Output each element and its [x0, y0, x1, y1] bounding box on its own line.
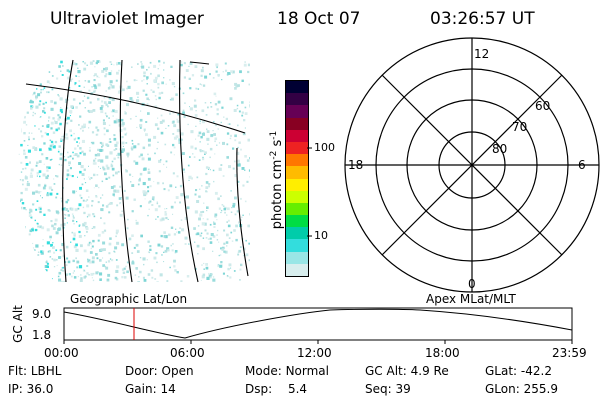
- apex-caption: Apex MLat/MLT: [426, 292, 516, 306]
- colorbar-segment: [286, 251, 308, 264]
- mlt-label-6: 6: [578, 158, 586, 172]
- time-tick-2359: 23:59: [552, 346, 587, 360]
- latitude-line: [25, 83, 246, 134]
- colorbar-segment: [286, 227, 308, 240]
- mode-info: Mode: Normal: [245, 365, 329, 377]
- mlat-label-80: 80: [492, 142, 507, 156]
- colorbar-segment: [286, 117, 308, 130]
- longitude-line: [119, 59, 133, 283]
- date-label: 18 Oct 07: [277, 9, 361, 29]
- dsp-label: Dsp:: [245, 382, 273, 396]
- geographic-image-panel: [18, 59, 250, 283]
- geographic-caption: Geographic Lat/Lon: [70, 292, 188, 306]
- flt-value: LBHL: [30, 364, 62, 378]
- ip-value: 36.0: [26, 382, 54, 396]
- ip-label: IP:: [8, 382, 23, 396]
- seq-label: Seq:: [365, 382, 392, 396]
- colorbar-segment: [286, 166, 308, 179]
- glat-label: GLat:: [485, 364, 518, 378]
- colorbar-segment: [286, 215, 308, 228]
- colorbar-segment: [286, 105, 308, 118]
- alt-tick-9: 9.0: [32, 307, 52, 321]
- mlat-label-60: 60: [535, 99, 550, 113]
- mlat-label-70: 70: [512, 120, 527, 134]
- colorbar-segment: [286, 202, 308, 216]
- time-tick-1200: 12:00: [297, 346, 332, 360]
- gain-info: Gain: 14: [125, 383, 176, 395]
- gcalt-label: GC Alt:: [365, 364, 407, 378]
- mode-label: Mode:: [245, 364, 282, 378]
- mode-value: Normal: [285, 364, 329, 378]
- glon-label: GLon:: [485, 382, 520, 396]
- colorbar-segment: [286, 178, 308, 191]
- time-tick-0000: 00:00: [44, 346, 79, 360]
- colorbar-tick-10: 10: [314, 229, 328, 242]
- colorbar-segment: [286, 239, 308, 252]
- dsp-info: Dsp: 5.4: [245, 383, 307, 395]
- glat-value: -42.2: [520, 364, 552, 378]
- instrument-title: Ultraviolet Imager: [50, 9, 204, 29]
- color-scale-ticks: [307, 147, 312, 237]
- mlt-label-0: 0: [468, 277, 476, 291]
- ip-info: IP: 36.0: [8, 383, 53, 395]
- colorbar-segment: [286, 93, 308, 106]
- door-value: Open: [161, 364, 194, 378]
- alt-tick-1-8: 1.8: [32, 328, 52, 342]
- glon-value: 255.9: [523, 382, 558, 396]
- geographic-grid-lines: [25, 59, 249, 283]
- mlt-label-12: 12: [474, 47, 489, 61]
- door-label: Door:: [125, 364, 158, 378]
- longitude-line: [236, 147, 249, 277]
- glon-info: GLon: 255.9: [485, 383, 558, 395]
- colorbar-segment: [286, 81, 308, 94]
- time-tick-0600: 06:00: [170, 346, 205, 360]
- color-scale-bar: [285, 80, 309, 277]
- latitude-line-segment: [189, 61, 210, 65]
- longitude-line: [179, 59, 199, 283]
- altitude-plot-frame: [63, 307, 573, 341]
- time-label: 03:26:57 UT: [430, 9, 535, 29]
- gc-alt-axis-label: GC Alt: [11, 305, 25, 343]
- gain-value: 14: [160, 382, 176, 396]
- gain-label: Gain:: [125, 382, 157, 396]
- mlt-line-diag2: [381, 74, 563, 256]
- colorbar-tick-100: 100: [314, 141, 335, 154]
- longitude-line: [62, 59, 74, 283]
- dsp-value: 5.4: [287, 382, 308, 396]
- mlt-label-18: 18: [348, 158, 363, 172]
- seq-info: Seq: 39: [365, 383, 411, 395]
- gcalt-value: 4.9 Re: [410, 364, 449, 378]
- flt-info: Flt: LBHL: [8, 365, 61, 377]
- colorbar-segment: [286, 190, 308, 203]
- colorbar-segment: [286, 154, 308, 167]
- glat-info: GLat: -42.2: [485, 365, 552, 377]
- colorbar-segment: [286, 263, 308, 276]
- polar-mlat-mlt-plot: 12 18 6 0 60 70 80: [344, 37, 600, 293]
- colorbar-segment: [286, 141, 308, 155]
- gcalt-info: GC Alt: 4.9 Re: [365, 365, 449, 377]
- door-info: Door: Open: [125, 365, 194, 377]
- time-tick-1800: 18:00: [425, 346, 460, 360]
- colorbar-segment: [286, 129, 308, 142]
- altitude-curve: [63, 308, 573, 339]
- flt-label: Flt:: [8, 364, 27, 378]
- seq-value: 39: [395, 382, 411, 396]
